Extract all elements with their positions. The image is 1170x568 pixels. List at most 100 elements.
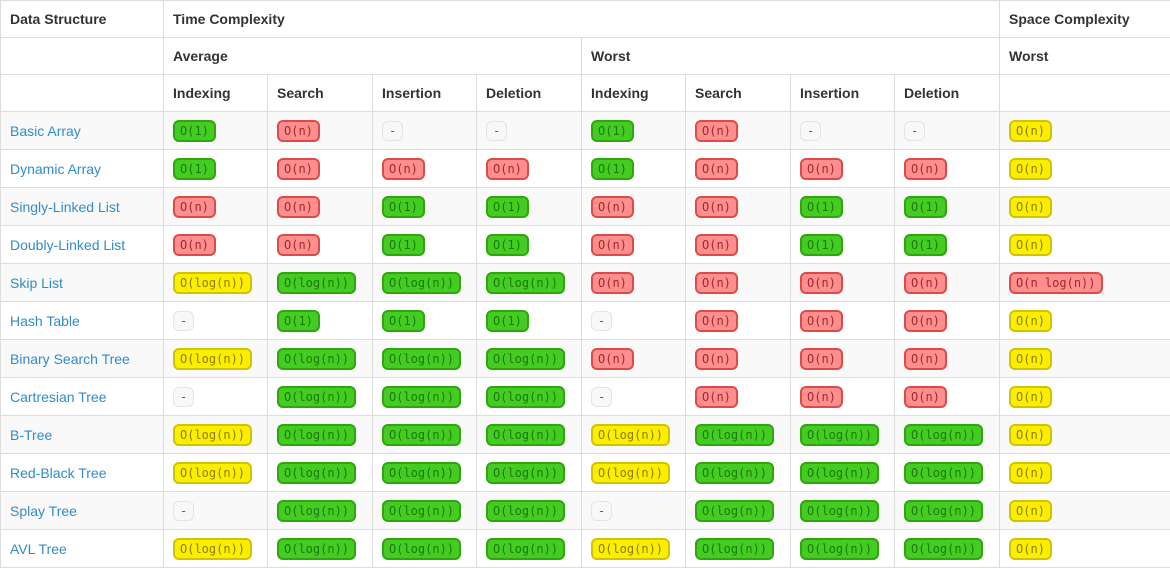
data-structure-link[interactable]: Dynamic Array — [10, 160, 102, 177]
header-row-case: Average Worst Worst — [0, 37, 1170, 75]
complexity-badge-dash: - — [486, 120, 508, 141]
data-structure-link[interactable]: B-Tree — [10, 426, 53, 443]
complexity-badge-green: O(log(n)) — [382, 423, 462, 446]
space-worst-cell: O(n) — [999, 149, 1170, 188]
data-structure-link[interactable]: Splay Tree — [10, 502, 77, 519]
worst-deletion-cell: O(n) — [893, 377, 1001, 416]
complexity-badge-red: O(n) — [695, 157, 738, 180]
header-avg-insertion: Insertion — [372, 74, 477, 112]
worst-deletion-cell: O(log(n)) — [893, 453, 1001, 492]
complexity-badge-yellow: O(n) — [1009, 119, 1052, 142]
data-structure-link[interactable]: Binary Search Tree — [10, 350, 130, 367]
worst-indexing-cell: - — [581, 377, 686, 416]
avg-search-cell: O(n) — [267, 225, 373, 264]
complexity-badge-green: O(log(n)) — [904, 499, 984, 522]
complexity-badge-green: O(log(n)) — [382, 347, 462, 370]
avg-indexing-cell: O(log(n)) — [163, 263, 268, 302]
avg-search-cell: O(n) — [267, 149, 373, 188]
avg-search-cell: O(log(n)) — [267, 415, 373, 454]
space-worst-cell: O(n) — [999, 415, 1170, 454]
avg-indexing-cell: O(log(n)) — [163, 453, 268, 492]
complexity-badge-green: O(log(n)) — [486, 271, 566, 294]
avg-insertion-cell: O(log(n)) — [372, 491, 477, 530]
complexity-badge-yellow: O(log(n)) — [173, 537, 253, 560]
complexity-badge-green: O(log(n)) — [486, 461, 566, 484]
data-structure-link[interactable]: Singly-Linked List — [10, 198, 120, 215]
complexity-badge-green: O(1) — [486, 195, 529, 218]
complexity-badge-red: O(n) — [382, 157, 425, 180]
table-body: Basic Array O(1) O(n) - - O(1) O(n) - - O(n) Dyn… — [0, 111, 1170, 568]
avg-deletion-cell: O(log(n)) — [476, 415, 582, 454]
worst-indexing-cell: O(log(n)) — [581, 453, 686, 492]
complexity-badge-green: O(log(n)) — [800, 537, 880, 560]
data-structure-link[interactable]: Hash Table — [10, 312, 80, 329]
data-structure-link[interactable]: Red-Black Tree — [10, 464, 107, 481]
worst-insertion-cell: O(n) — [790, 263, 895, 302]
table-row: B-Tree O(log(n)) O(log(n)) O(log(n)) O(log(… — [0, 415, 1170, 454]
avg-insertion-cell: O(1) — [372, 225, 477, 264]
complexity-badge-yellow: O(log(n)) — [173, 347, 253, 370]
complexity-badge-red: O(n) — [173, 233, 216, 256]
complexity-badge-green: O(log(n)) — [382, 499, 462, 522]
complexity-badge-green: O(log(n)) — [695, 461, 775, 484]
complexity-badge-yellow: O(log(n)) — [591, 423, 671, 446]
complexity-badge-red: O(n) — [904, 309, 947, 332]
worst-deletion-cell: O(1) — [893, 187, 1001, 226]
data-structure-cell: Splay Tree — [0, 491, 164, 530]
avg-indexing-cell: O(1) — [163, 111, 268, 150]
avg-deletion-cell: O(log(n)) — [476, 377, 582, 416]
table-row: Doubly-Linked List O(n) O(n) O(1) O(1) O(n) O… — [0, 225, 1170, 264]
complexity-badge-green: O(log(n)) — [382, 385, 462, 408]
complexity-badge-red: O(n) — [695, 233, 738, 256]
data-structure-link[interactable]: Skip List — [10, 274, 63, 291]
avg-indexing-cell: O(log(n)) — [163, 529, 268, 568]
complexity-badge-green: O(log(n)) — [277, 423, 357, 446]
complexity-badge-yellow: O(n) — [1009, 233, 1052, 256]
avg-deletion-cell: O(log(n)) — [476, 339, 582, 378]
avg-search-cell: O(log(n)) — [267, 339, 373, 378]
worst-search-cell: O(n) — [685, 187, 791, 226]
worst-insertion-cell: O(n) — [790, 301, 895, 340]
complexity-badge-green: O(log(n)) — [382, 537, 462, 560]
header-worst: Worst — [580, 37, 1001, 75]
complexity-badge-green: O(log(n)) — [695, 423, 775, 446]
worst-insertion-cell: O(log(n)) — [790, 453, 895, 492]
worst-insertion-cell: O(1) — [790, 225, 895, 264]
complexity-badge-dash: - — [591, 386, 613, 407]
complexity-badge-red: O(n) — [800, 347, 843, 370]
complexity-badge-green: O(log(n)) — [695, 537, 775, 560]
avg-deletion-cell: O(log(n)) — [476, 491, 582, 530]
complexity-badge-green: O(log(n)) — [904, 423, 984, 446]
header-average: Average — [163, 37, 582, 75]
avg-indexing-cell: O(n) — [163, 225, 268, 264]
complexity-badge-red: O(n) — [695, 347, 738, 370]
worst-indexing-cell: - — [581, 491, 686, 530]
header-space-worst: Worst — [999, 37, 1170, 75]
table-row: Skip List O(log(n)) O(log(n)) O(log(n)) O(l… — [0, 263, 1170, 302]
avg-insertion-cell: O(log(n)) — [372, 529, 477, 568]
worst-insertion-cell: O(n) — [790, 339, 895, 378]
complexity-badge-green: O(1) — [904, 195, 947, 218]
complexity-badge-green: O(log(n)) — [486, 537, 566, 560]
data-structure-cell: Basic Array — [0, 111, 164, 150]
data-structure-link[interactable]: Cartresian Tree — [10, 388, 107, 405]
space-worst-cell: O(n) — [999, 187, 1170, 226]
data-structure-link[interactable]: Doubly-Linked List — [10, 236, 126, 253]
worst-search-cell: O(log(n)) — [685, 415, 791, 454]
worst-deletion-cell: - — [893, 111, 1001, 150]
complexity-badge-red: O(n) — [695, 271, 738, 294]
header-time-complexity: Time Complexity — [162, 0, 1001, 38]
complexity-badge-yellow: O(n) — [1009, 347, 1052, 370]
complexity-badge-red: O(n) — [695, 309, 738, 332]
worst-search-cell: O(n) — [685, 225, 791, 264]
avg-search-cell: O(1) — [267, 301, 373, 340]
data-structure-link[interactable]: Basic Array — [10, 122, 81, 139]
worst-search-cell: O(n) — [685, 149, 791, 188]
header-row-operations: Indexing Search Insertion Deletion Index… — [0, 74, 1170, 112]
avg-indexing-cell: - — [163, 301, 268, 340]
complexity-badge-dash: - — [382, 120, 404, 141]
complexity-badge-green: O(log(n)) — [382, 461, 462, 484]
complexity-badge-red: O(n) — [591, 195, 634, 218]
avg-insertion-cell: O(log(n)) — [372, 377, 477, 416]
data-structure-link[interactable]: AVL Tree — [10, 540, 67, 557]
